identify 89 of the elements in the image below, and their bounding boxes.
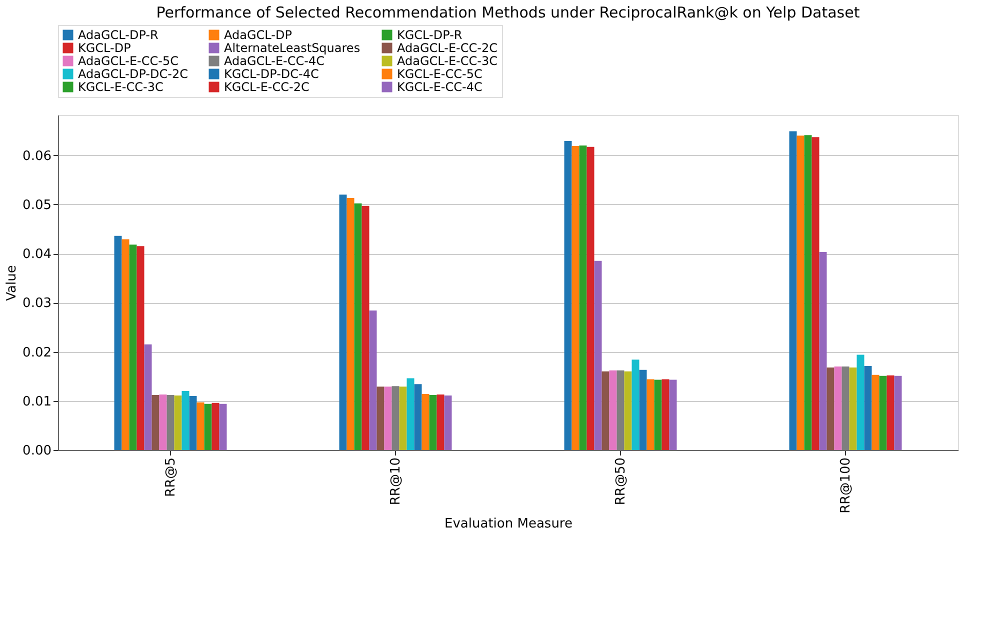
- bar: [182, 391, 190, 450]
- bar: [204, 404, 212, 450]
- legend-label: KGCL-E-CC-2C: [224, 80, 310, 94]
- bar: [616, 370, 624, 450]
- legend-label: KGCL-DP-DC-4C: [224, 67, 319, 81]
- legend-label: KGCL-DP-R: [397, 28, 462, 42]
- x-tick-label: RR@5: [164, 458, 178, 497]
- bar: [842, 366, 850, 450]
- bar: [812, 137, 820, 450]
- bar: [144, 344, 152, 450]
- bar: [436, 394, 444, 450]
- bar: [354, 203, 362, 450]
- bar: [856, 354, 864, 450]
- bar: [129, 244, 137, 450]
- bar: [579, 145, 587, 450]
- bar: [834, 366, 842, 450]
- bar: [414, 384, 422, 450]
- bar: [886, 375, 894, 450]
- bar: [122, 239, 130, 450]
- bar: [872, 374, 880, 450]
- bar: [894, 376, 902, 450]
- bar: [602, 371, 610, 450]
- bar: [789, 131, 797, 450]
- y-tick-label: 0.05: [22, 198, 52, 213]
- bar: [654, 380, 662, 450]
- legend-label: AdaGCL-E-CC-2C: [397, 41, 498, 55]
- bar: [369, 310, 377, 450]
- legend-label: AdaGCL-E-CC-5C: [78, 54, 178, 68]
- bar: [646, 379, 654, 450]
- bar: [586, 146, 594, 450]
- legend-label: KGCL-E-CC-5C: [397, 67, 482, 81]
- bar: [362, 206, 370, 450]
- bar: [594, 260, 602, 450]
- bar: [212, 402, 220, 450]
- bar: [384, 386, 392, 450]
- bar: [429, 394, 437, 450]
- y-tick-label: 0.00: [22, 444, 52, 458]
- bar: [174, 395, 182, 450]
- bar: [422, 394, 430, 450]
- bar: [346, 198, 354, 450]
- bar: [152, 394, 160, 450]
- bar: [804, 135, 812, 450]
- bar: [196, 402, 204, 450]
- bar: [632, 360, 640, 450]
- x-tick-label: RR@50: [614, 458, 628, 506]
- bar: [166, 394, 174, 450]
- bar: [796, 136, 804, 450]
- legend-label: AdaGCL-DP-DC-2C: [78, 67, 188, 81]
- bar: [624, 371, 632, 450]
- bar: [662, 379, 670, 450]
- x-tick-label: RR@100: [838, 458, 854, 514]
- x-tick-label: RR@10: [388, 458, 404, 506]
- bar: [114, 236, 122, 450]
- y-axis-title: Value: [4, 265, 20, 301]
- bar: [572, 146, 580, 450]
- legend-label: AdaGCL-E-CC-3C: [397, 54, 498, 68]
- legend-label: AdaGCL-DP: [224, 28, 292, 42]
- x-axis-title: Evaluation Measure: [444, 516, 572, 532]
- bar: [849, 367, 857, 450]
- chart-title: Performance of Selected Recommendation Methods under ReciprocalRank@k on Yelp Dataset: [156, 4, 860, 22]
- bar: [864, 366, 872, 450]
- bar: [879, 376, 887, 450]
- bar: [819, 252, 827, 450]
- legend-label: AlternateLeastSquares: [224, 41, 360, 55]
- bar: [406, 378, 414, 450]
- legend-label: KGCL-E-CC-4C: [397, 80, 482, 94]
- y-tick-label: 0.04: [22, 247, 52, 262]
- bar: [339, 194, 347, 450]
- bar: [399, 386, 407, 450]
- legend-label: AdaGCL-E-CC-4C: [224, 54, 324, 68]
- legend-label: KGCL-E-CC-3C: [78, 80, 164, 94]
- legend-label: AdaGCL-DP-R: [78, 28, 158, 42]
- y-tick-label: 0.06: [22, 148, 52, 164]
- bar: [376, 386, 384, 450]
- bar: [189, 396, 197, 450]
- bar: [564, 141, 572, 450]
- bar: [159, 394, 167, 450]
- bar: [609, 370, 617, 450]
- bar: [669, 380, 677, 450]
- bar: [136, 246, 144, 450]
- bar: [639, 370, 647, 450]
- y-tick-label: 0.02: [22, 345, 52, 360]
- legend-label: KGCL-DP: [78, 41, 131, 55]
- bar: [392, 386, 400, 450]
- y-tick-label: 0.01: [22, 394, 52, 410]
- bar: [219, 404, 227, 450]
- y-tick-label: 0.03: [22, 296, 52, 312]
- bar: [444, 395, 452, 450]
- bar: [826, 367, 834, 450]
